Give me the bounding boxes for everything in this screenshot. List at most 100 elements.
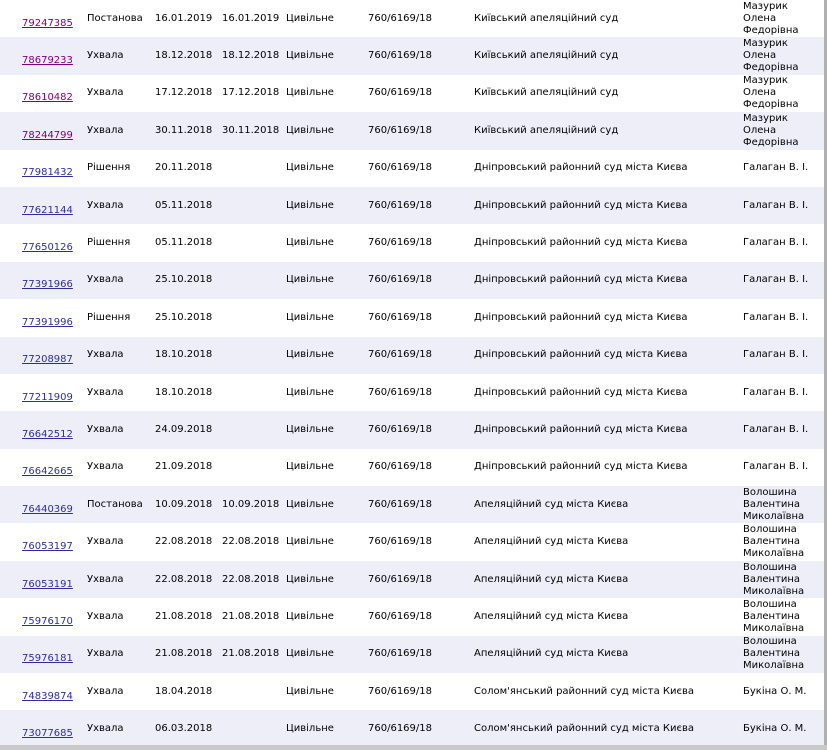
decision-date: 25.10.2018	[155, 311, 213, 323]
reg-date: 21.08.2018	[222, 648, 280, 660]
doc-id[interactable]: 76053197	[22, 541, 73, 553]
doc-id[interactable]: 76440369	[22, 503, 73, 515]
decision-date: 18.10.2018	[155, 386, 213, 398]
doc-id[interactable]: 78610482	[22, 92, 73, 104]
court-name: Дніпровський районний суд міста Києва	[474, 386, 688, 398]
table-row: 75976181 Ухвала 21.08.2018 21.08.2018 Цивіль…	[0, 635, 824, 674]
cell: 79247385	[22, 0, 82, 37]
cell: 21.08.2018	[155, 598, 220, 635]
cell: 760/6169/18	[368, 561, 468, 598]
cell: Солом'янський районний суд міста Києва	[474, 673, 734, 710]
case-number: 760/6169/18	[368, 723, 432, 735]
doc-id[interactable]: 75976181	[22, 653, 73, 665]
doc-id[interactable]: 75976170	[22, 615, 73, 627]
cell: Апеляційний суд міста Києва	[474, 523, 734, 560]
judge-name: Галаган В. І.	[743, 386, 809, 398]
doc-id[interactable]: 77211909	[22, 391, 73, 403]
cell: 25.10.2018	[155, 299, 220, 336]
doc-type: Постанова	[87, 12, 143, 24]
cell: 760/6169/18	[368, 224, 468, 261]
judge-name: Букіна О. М.	[743, 723, 807, 735]
judge-name: Галаган В. І.	[743, 461, 809, 473]
court-name: Солом'янський районний суд міста Києва	[474, 723, 694, 735]
cell	[222, 150, 282, 187]
cell: 25.10.2018	[155, 262, 220, 299]
doc-id[interactable]: 77208987	[22, 354, 73, 366]
doc-type: Ухвала	[87, 199, 124, 211]
table-row: 73077685 Ухвала 06.03.2018 Цивільне 760/6169…	[0, 710, 824, 748]
cell	[222, 262, 282, 299]
cell: Букіна О. М.	[743, 673, 821, 710]
proceeding-form: Цивільне	[286, 162, 334, 174]
judge-name: Волошина Валентина Миколаївна	[743, 486, 805, 522]
cell: 760/6169/18	[368, 150, 468, 187]
cell: Дніпровський районний суд міста Києва	[474, 299, 734, 336]
case-number: 760/6169/18	[368, 386, 432, 398]
cell: 76053191	[22, 561, 82, 598]
cell: Ухвала	[87, 337, 152, 374]
decision-date: 06.03.2018	[155, 723, 213, 735]
cell: 760/6169/18	[368, 37, 468, 74]
cell: Цивільне	[286, 187, 366, 224]
cell: Цивільне	[286, 486, 366, 523]
cell: Галаган В. І.	[743, 262, 821, 299]
doc-id[interactable]: 76642665	[22, 466, 73, 478]
cell: Ухвала	[87, 561, 152, 598]
doc-id[interactable]: 77621144	[22, 204, 73, 216]
doc-type: Ухвала	[87, 648, 124, 660]
doc-id[interactable]: 76642512	[22, 428, 73, 440]
doc-id[interactable]: 78679233	[22, 55, 73, 67]
doc-id[interactable]: 77650126	[22, 242, 73, 254]
doc-id[interactable]: 73077685	[22, 728, 73, 740]
cell: Цивільне	[286, 673, 366, 710]
cell: Дніпровський районний суд міста Києва	[474, 187, 734, 224]
table-row: 76053191 Ухвала 22.08.2018 22.08.2018 Цивіль…	[0, 560, 824, 599]
judge-name: Галаган В. І.	[743, 311, 809, 323]
cell: Волошина Валентина Миколаївна	[743, 636, 821, 673]
reg-date: 16.01.2019	[222, 12, 280, 24]
court-name: Дніпровський районний суд міста Києва	[474, 237, 688, 249]
court-name: Апеляційний суд міста Києва	[474, 498, 629, 510]
cell: Мазурик Олена Федорівна	[743, 112, 821, 149]
cell: 77208987	[22, 337, 82, 374]
cell: 760/6169/18	[368, 75, 468, 112]
doc-id[interactable]: 76053191	[22, 578, 73, 590]
cell: Цивільне	[286, 262, 366, 299]
case-number: 760/6169/18	[368, 536, 432, 548]
cell: Цивільне	[286, 224, 366, 261]
cell: Дніпровський районний суд міста Києва	[474, 411, 734, 448]
scrollbar-edge	[824, 0, 827, 750]
case-number: 760/6169/18	[368, 461, 432, 473]
cell: 76642665	[22, 449, 82, 486]
cell: 78610482	[22, 75, 82, 112]
doc-id[interactable]: 79247385	[22, 17, 73, 29]
cell: 760/6169/18	[368, 636, 468, 673]
case-number: 760/6169/18	[368, 648, 432, 660]
cell: 24.09.2018	[155, 411, 220, 448]
cell: Цивільне	[286, 299, 366, 336]
cell: Апеляційний суд міста Києва	[474, 486, 734, 523]
decision-date: 05.11.2018	[155, 237, 213, 249]
judge-name: Мазурик Олена Федорівна	[743, 38, 799, 74]
doc-id[interactable]: 77981432	[22, 167, 73, 179]
doc-id[interactable]: 77391996	[22, 316, 73, 328]
cell: 21.08.2018	[155, 636, 220, 673]
doc-id[interactable]: 74839874	[22, 690, 73, 702]
proceeding-form: Цивільне	[286, 386, 334, 398]
decision-date: 22.08.2018	[155, 573, 213, 585]
decision-date: 05.11.2018	[155, 199, 213, 211]
doc-id[interactable]: 78244799	[22, 129, 73, 141]
cell: 74839874	[22, 673, 82, 710]
court-name: Апеляційний суд міста Києва	[474, 648, 629, 660]
cell: 75976170	[22, 598, 82, 635]
case-number: 760/6169/18	[368, 162, 432, 174]
proceeding-form: Цивільне	[286, 311, 334, 323]
case-number: 760/6169/18	[368, 685, 432, 697]
decision-date: 10.09.2018	[155, 498, 213, 510]
doc-type: Ухвала	[87, 386, 124, 398]
cell: Галаган В. І.	[743, 187, 821, 224]
table-row: 76053197 Ухвала 22.08.2018 22.08.2018 Цивіль…	[0, 523, 824, 560]
court-name: Дніпровський районний суд міста Києва	[474, 423, 688, 435]
doc-id[interactable]: 77391966	[22, 279, 73, 291]
